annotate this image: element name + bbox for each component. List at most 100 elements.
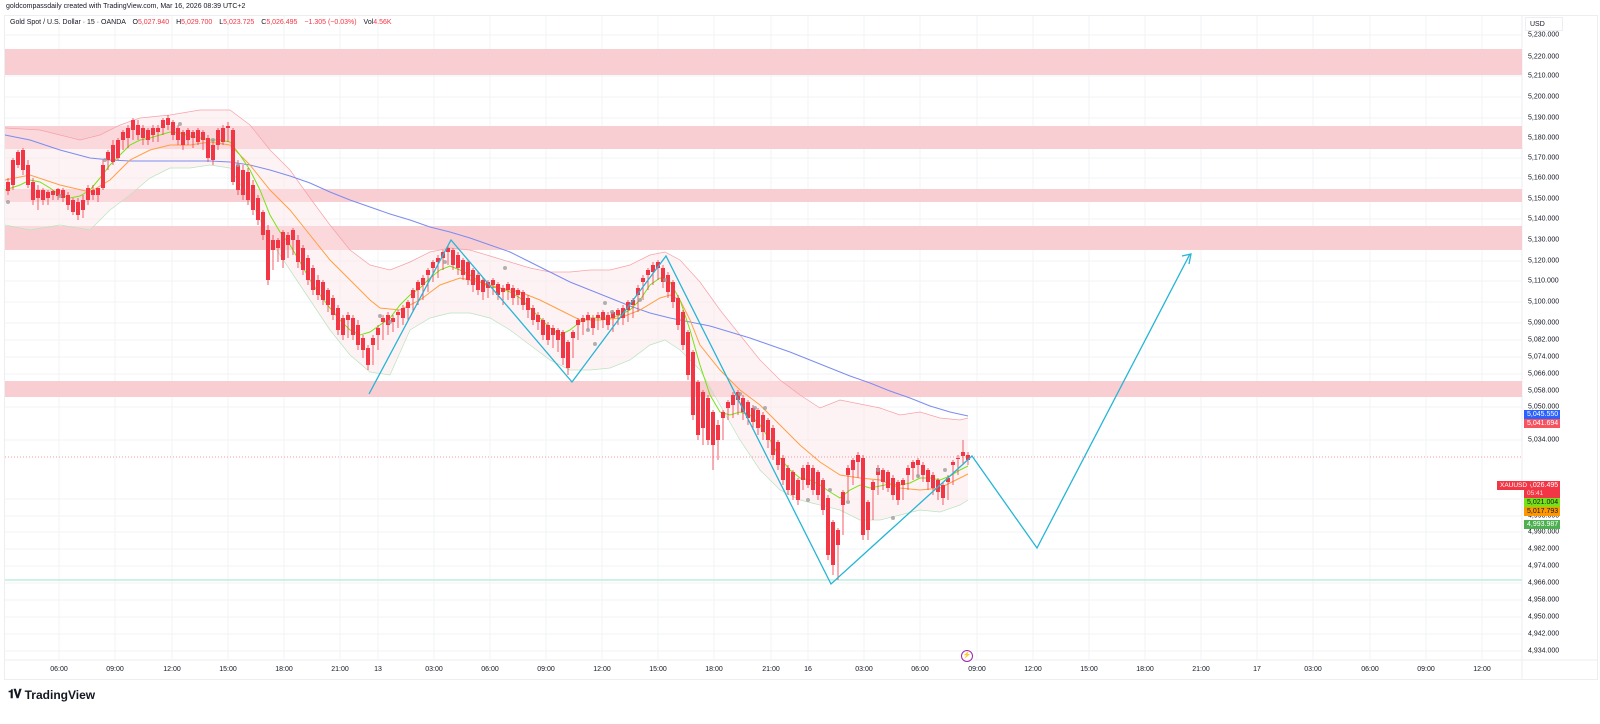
price-tick-label: 4,958.000 [1528,596,1560,604]
signal-dot [443,260,447,264]
lightning-event-icon[interactable]: ⚡ [961,650,973,662]
candle-body [596,315,600,318]
candle-body [141,128,145,138]
candle-body [321,282,325,300]
candle-body [761,415,765,432]
candle-body [911,462,915,468]
candle-body [241,170,245,195]
candle-body [931,475,935,488]
price-tick-label: 5,180.000 [1528,134,1560,142]
time-tick-label: 21:00 [762,666,780,673]
signal-dot [388,320,392,324]
signal-dot [846,500,850,504]
candle-body [386,315,390,325]
time-tick-label: 06:00 [911,666,929,673]
candle-body [651,265,655,272]
tradingview-logo[interactable]: 𝟏𝐕 TradingView [8,687,95,702]
high-label: H [176,19,182,26]
candle-body [331,298,335,315]
candle-body [536,315,540,322]
resistance-zone [5,126,1522,149]
candle-body [821,480,825,510]
candle-body [691,352,695,415]
candle-body [901,480,905,485]
candle-body [661,268,665,282]
candle-body [786,468,790,490]
volume-label: Vol [363,19,374,26]
time-tick-label: 21:00 [1192,666,1210,673]
candle-body [656,262,660,268]
candle-body [61,190,65,198]
time-tick-label: 18:00 [275,666,293,673]
candle-body [451,250,455,265]
candle-body [411,290,415,298]
candle-body [396,312,400,315]
bollinger-lower-line [4,164,969,521]
time-tick-label: 18:00 [1136,666,1154,673]
candle-body [671,282,675,302]
candle-body [301,248,305,270]
candle-body [686,332,690,375]
candle-body [41,190,45,200]
price-tick-label: 4,998.000 [1528,512,1560,520]
candle-body [776,442,780,465]
signal-dot [876,468,880,472]
chart-caption: goldcompassdaily created with TradingVie… [6,3,246,10]
change-value: −1.305 (−0.03%) [304,19,357,26]
candle-body [256,198,260,220]
time-tick-label: 18:00 [705,666,723,673]
candle-body [316,280,320,295]
candle-body [631,300,635,305]
price-tick-label: 4,934.000 [1528,647,1560,655]
candle-body [216,130,220,145]
price-tick-label: 5,230.000 [1528,31,1560,39]
projection-path [368,238,1191,586]
candle-body [291,230,295,240]
candle-body [721,412,725,418]
price-tick-label: 5,120.000 [1528,257,1560,265]
signal-dot [753,406,757,410]
candle-body [791,472,795,495]
candle-body [586,315,590,320]
candle-body [896,482,900,500]
candle-body [806,465,810,485]
price-tick-label: 5,130.000 [1528,236,1560,244]
candle-body [131,120,135,130]
time-tick-label: 12:00 [593,666,611,673]
candle-body [86,188,90,200]
candle-body [496,284,500,295]
candle-body [281,232,285,260]
candle-body [381,318,385,322]
candle-body [466,262,470,280]
candle-body [461,260,465,275]
candle-body [966,455,970,460]
candle-body [306,258,310,280]
candle-body [346,315,350,320]
candle-body [91,190,95,195]
candle-body [116,140,120,158]
close-label: C [261,19,267,26]
currency-button[interactable]: USD [1525,17,1563,31]
candle-body [446,248,450,252]
candle-body [696,382,700,435]
candle-body [151,128,155,135]
symbol-name[interactable]: Gold Spot / U.S. Dollar · 15 · OANDA [10,19,126,26]
candle-body [866,502,870,530]
candle-body [231,130,235,182]
candle-body [406,302,410,308]
candle-body [356,325,360,345]
signal-dot [603,301,607,305]
candle-body [111,145,115,162]
price-tick-label: 5,160.000 [1528,174,1560,182]
candle-body [741,398,745,412]
price-tick-label: 5,066.000 [1528,370,1560,378]
candle-body [121,132,125,140]
low-value: 5,023.725 [223,19,255,26]
time-tick-label: 15:00 [649,666,667,673]
candle-body [186,130,190,140]
candle-body [336,308,340,330]
time-tick-label: 03:00 [855,666,873,673]
candle-body [956,458,960,459]
candle-body [926,470,930,482]
